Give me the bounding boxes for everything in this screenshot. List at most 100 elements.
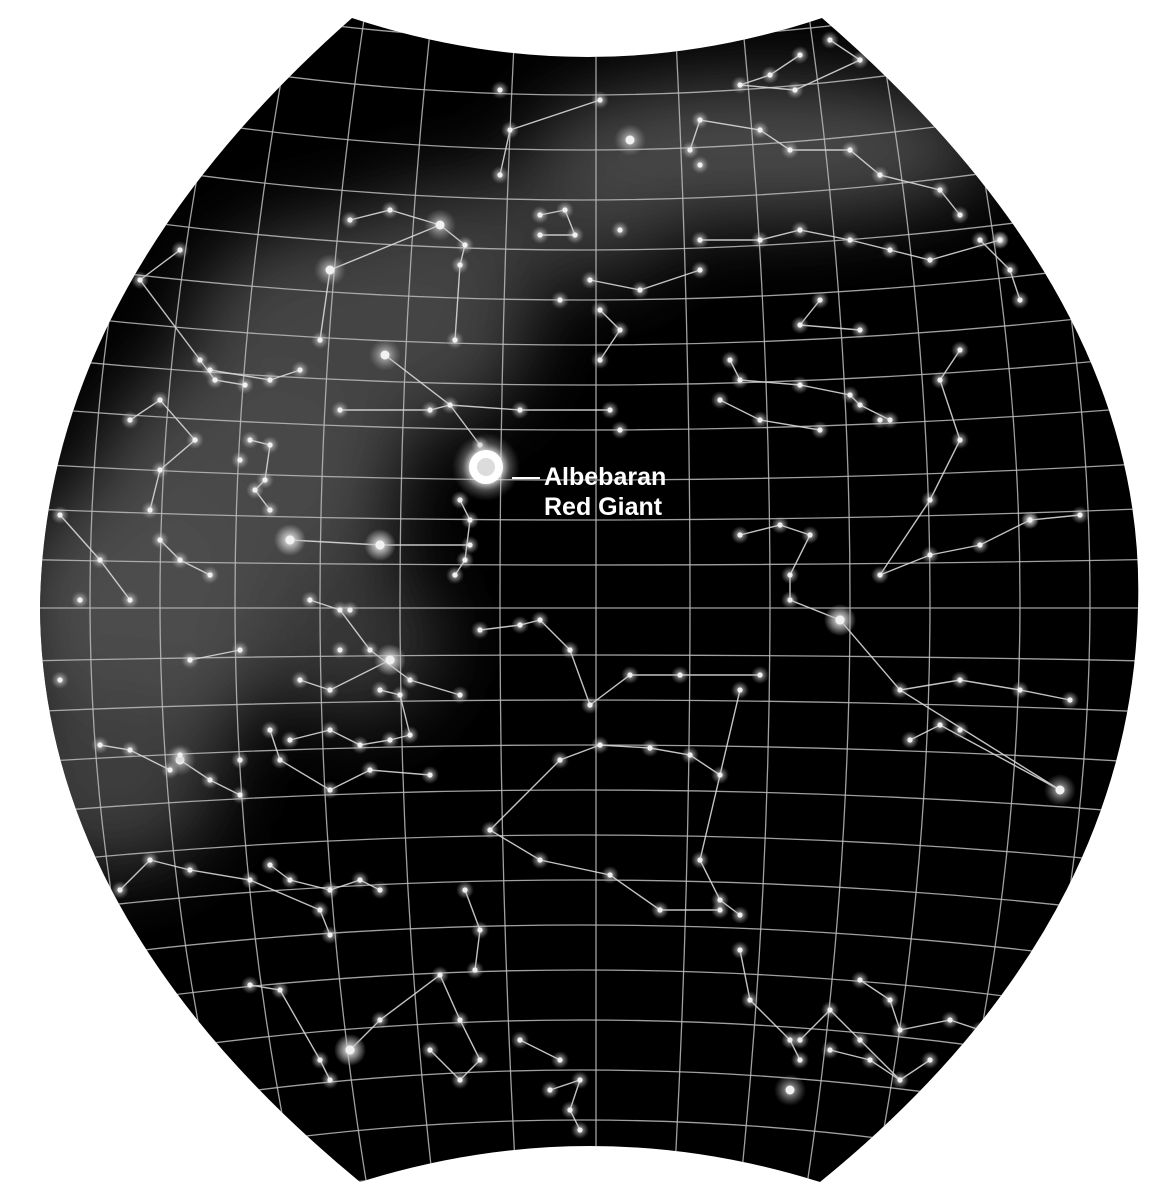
star (337, 647, 343, 653)
star (317, 1057, 323, 1063)
star (267, 507, 273, 513)
star (957, 347, 963, 353)
star (737, 947, 743, 953)
star (737, 377, 743, 383)
star (237, 792, 243, 798)
star (177, 247, 183, 253)
star (927, 257, 933, 263)
star (727, 357, 733, 363)
star (267, 862, 273, 868)
star (467, 517, 473, 523)
star (897, 687, 903, 693)
star (1017, 687, 1023, 693)
star (977, 1027, 983, 1033)
star (797, 227, 803, 233)
star (547, 1087, 553, 1093)
star-name-label: Albebaran (544, 463, 666, 491)
star (567, 647, 573, 653)
star (587, 277, 593, 283)
star (327, 932, 333, 938)
star (817, 297, 823, 303)
star (207, 367, 213, 373)
star (747, 997, 753, 1003)
star (97, 742, 103, 748)
star (347, 217, 353, 223)
star (977, 237, 983, 243)
star (237, 757, 243, 763)
grid-parallel (40, 834, 1139, 866)
star (617, 427, 623, 433)
star (487, 827, 493, 833)
star (497, 172, 503, 178)
star (437, 972, 443, 978)
star (247, 437, 253, 443)
star (377, 687, 383, 693)
star (327, 787, 333, 793)
star (867, 1057, 873, 1063)
star (697, 857, 703, 863)
star (477, 927, 483, 933)
constellation-line (599, 744, 721, 776)
star (1077, 512, 1083, 518)
star (262, 477, 268, 483)
star (1027, 517, 1033, 523)
star (1017, 297, 1023, 303)
star (737, 912, 743, 918)
star (397, 692, 403, 698)
star (897, 1027, 903, 1033)
albebaran-marker: Albebaran Red Giant (452, 433, 666, 521)
star (267, 727, 273, 733)
grid-parallel (40, 18, 1139, 41)
star (387, 737, 393, 743)
star (247, 877, 253, 883)
star (797, 322, 803, 328)
star (597, 742, 603, 748)
star (617, 227, 623, 233)
star (452, 572, 458, 578)
star (597, 97, 603, 103)
star (567, 1107, 573, 1113)
star (212, 377, 218, 383)
star (207, 572, 213, 578)
star (117, 887, 123, 893)
star (252, 487, 258, 493)
star (477, 1057, 483, 1063)
star (297, 677, 303, 683)
star (207, 777, 213, 783)
star (737, 82, 743, 88)
star (792, 87, 798, 93)
star (617, 327, 623, 333)
star (317, 907, 323, 913)
grid-parallel (40, 789, 1139, 815)
star (97, 557, 103, 563)
star (517, 1037, 523, 1043)
star (677, 672, 683, 678)
star (287, 877, 293, 883)
star (997, 237, 1003, 243)
star (357, 877, 363, 883)
star (697, 237, 703, 243)
star (877, 172, 883, 178)
star (597, 307, 603, 313)
star (192, 437, 198, 443)
star (717, 907, 723, 913)
star (385, 655, 395, 665)
star (807, 532, 813, 538)
star (562, 207, 568, 213)
star (927, 552, 933, 558)
star (847, 147, 853, 153)
star (957, 727, 963, 733)
star (957, 437, 963, 443)
star (927, 497, 933, 503)
star (187, 657, 193, 663)
star (297, 367, 303, 373)
star (657, 907, 663, 913)
star (887, 997, 893, 1003)
star (472, 967, 478, 973)
star (327, 1077, 333, 1083)
grid-parallel (40, 699, 1139, 713)
star (242, 382, 248, 388)
star (77, 597, 83, 603)
grid-meridian (673, 18, 691, 1182)
star (317, 337, 323, 343)
